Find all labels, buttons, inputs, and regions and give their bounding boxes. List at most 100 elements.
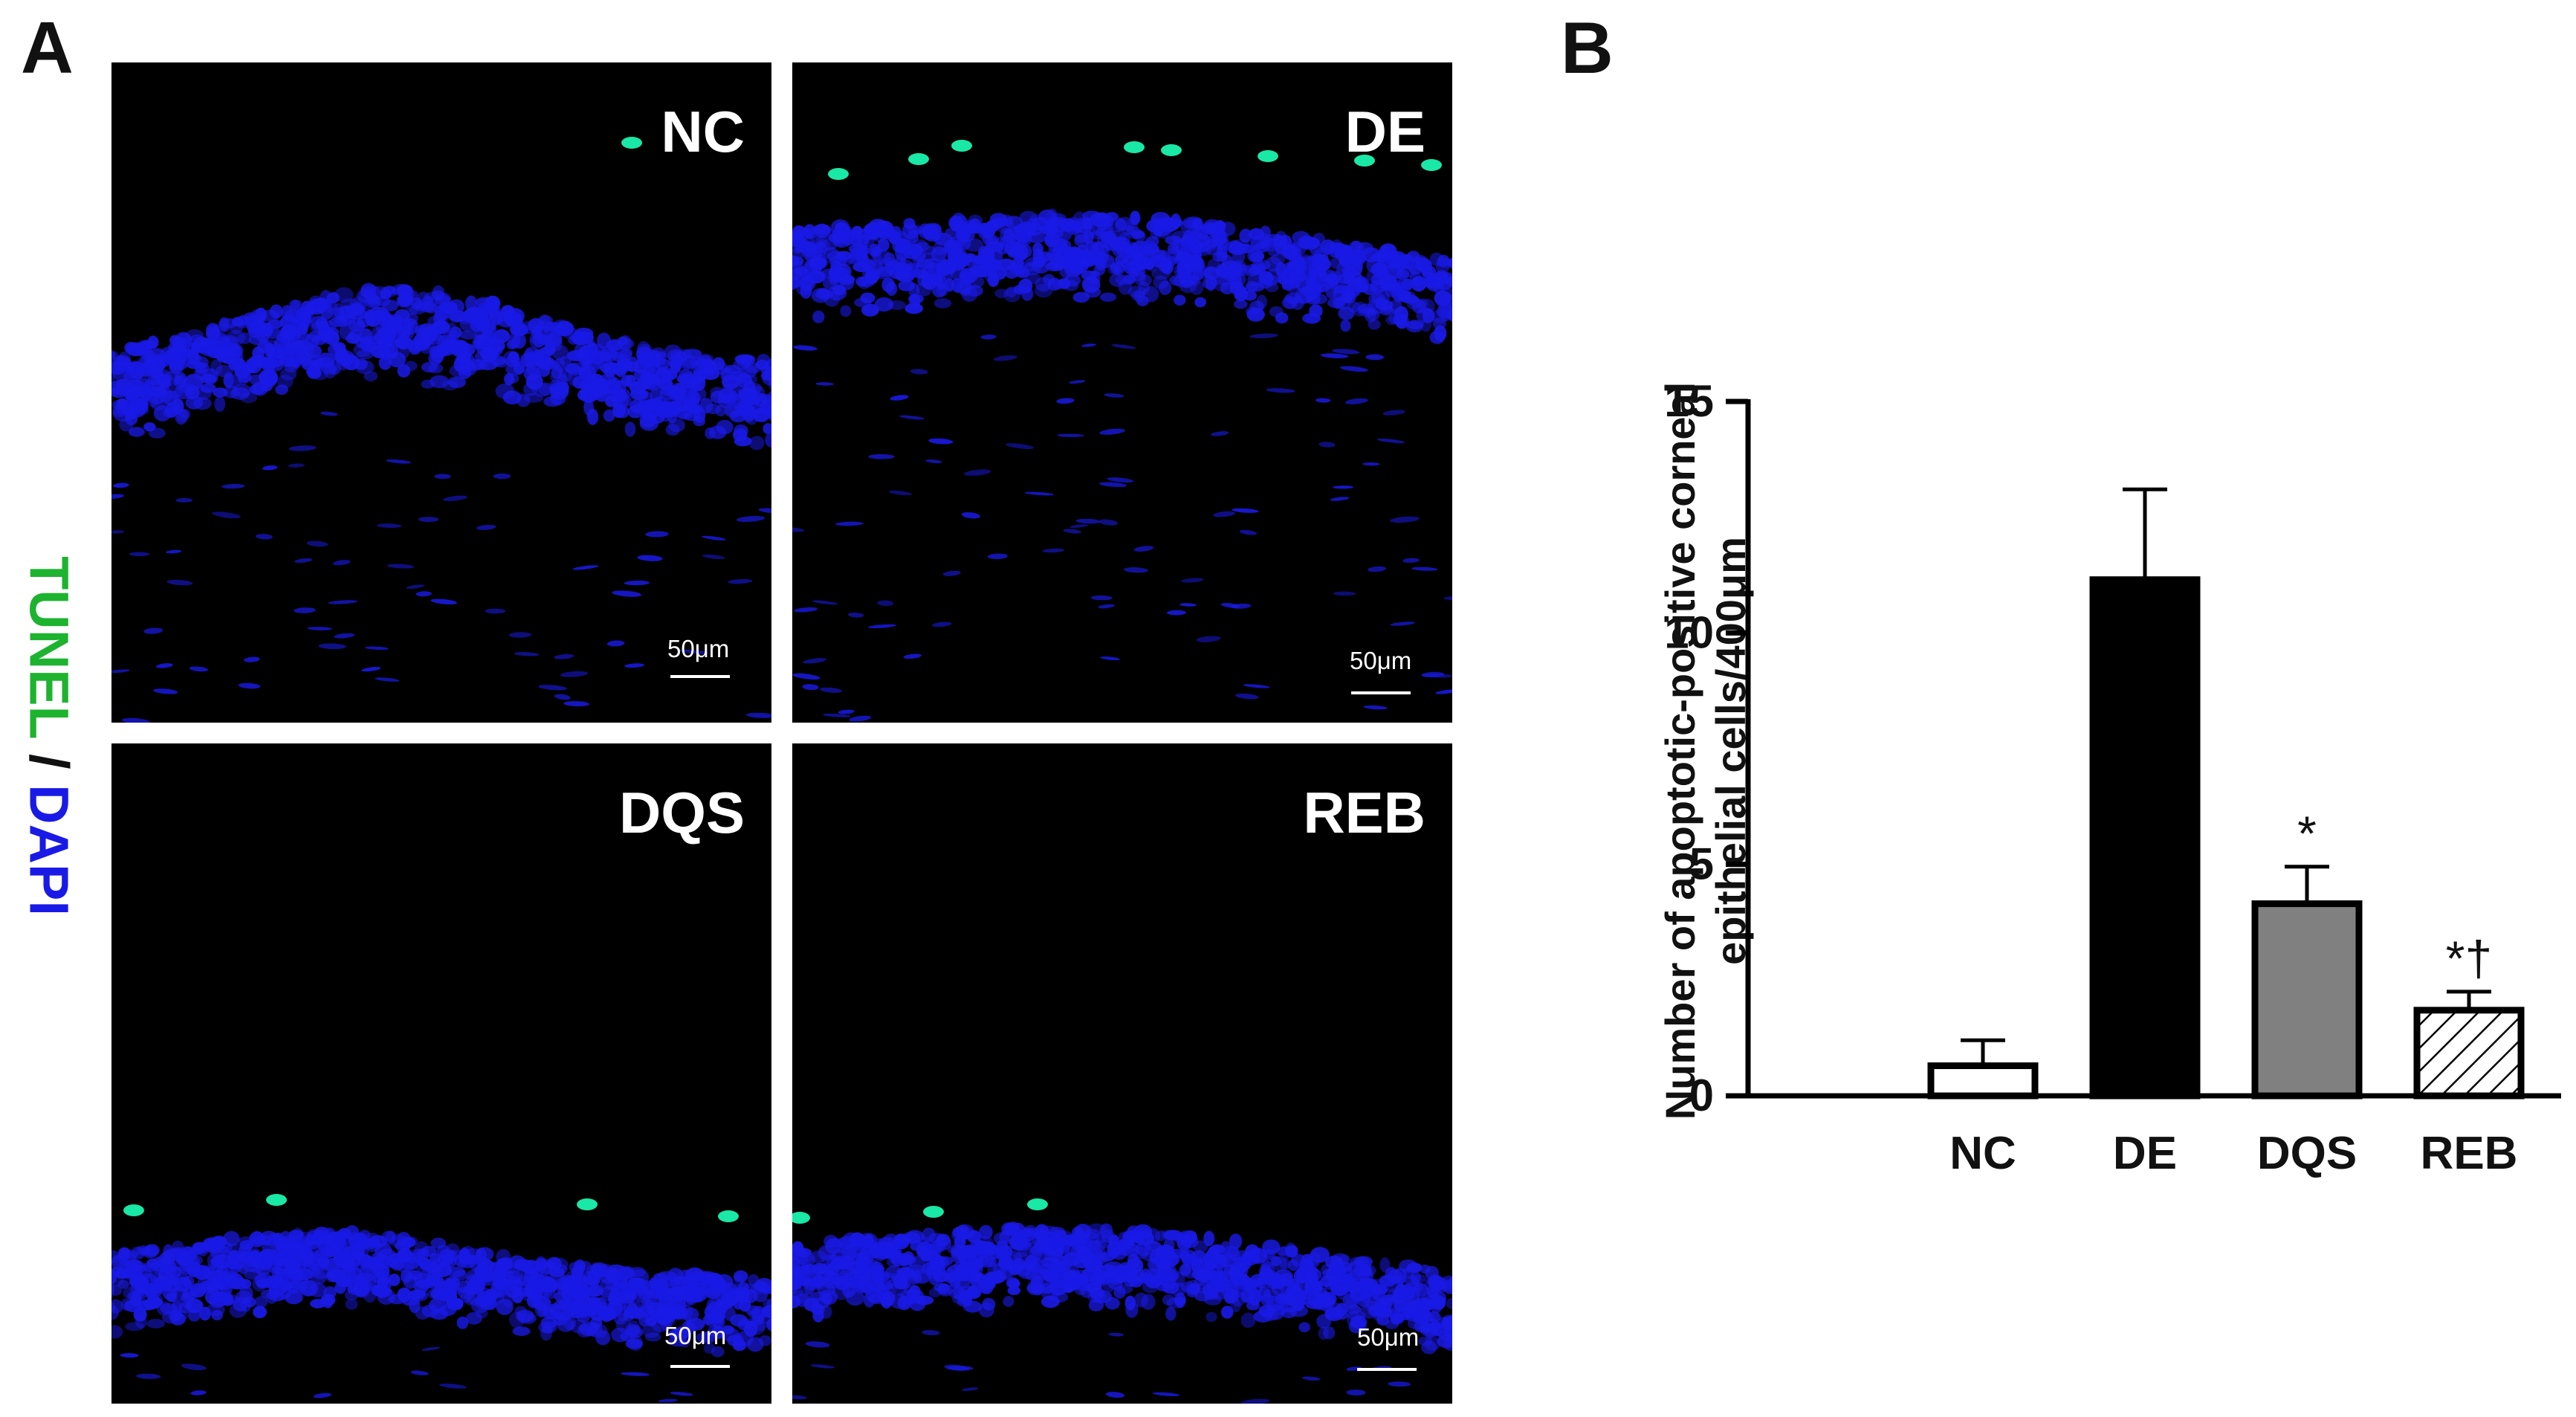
epithelial-nucleus [1109, 273, 1126, 287]
epithelial-nucleus [957, 1250, 970, 1262]
stromal-nucleus [1099, 482, 1127, 488]
epithelial-nucleus [1019, 210, 1038, 226]
epithelial-nucleus [964, 238, 984, 252]
epithelial-nucleus [696, 1332, 714, 1343]
epithelial-nucleus [730, 1314, 748, 1327]
stromal-nucleus [1100, 656, 1120, 661]
epithelial-nucleus [364, 312, 378, 321]
stromal-nucleus [736, 515, 766, 523]
epithelial-nucleus [213, 387, 228, 398]
stromal-nucleus [430, 598, 458, 605]
epithelial-nucleus [1130, 210, 1141, 225]
bar-dqs [2251, 900, 2363, 1100]
epithelial-nucleus [1411, 254, 1429, 271]
epithelial-nucleus [1123, 1231, 1136, 1247]
epithelial-nucleus [111, 1250, 120, 1264]
epithelial-nucleus [980, 1241, 995, 1253]
epithelial-nucleus [529, 335, 545, 349]
epithelial-nucleus [1206, 238, 1217, 248]
epithelial-nucleus [1182, 247, 1201, 263]
epithelial-nucleus [1169, 275, 1185, 286]
epithelial-nucleus [143, 422, 156, 432]
epithelial-nucleus [1364, 308, 1376, 323]
epithelial-nucleus [1279, 1259, 1291, 1270]
x-tick-label: REB [2421, 1128, 2518, 1179]
epithelial-nucleus [346, 1267, 364, 1282]
stromal-nucleus [658, 1398, 678, 1403]
epithelial-nucleus [1352, 254, 1366, 266]
epithelial-nucleus [517, 393, 531, 407]
epithelial-nucleus [885, 257, 896, 273]
epithelial-nucleus [355, 360, 375, 375]
epithelial-nucleus [816, 239, 830, 254]
epithelial-nucleus [1420, 1326, 1439, 1337]
scale-bar-label: 50μm [667, 635, 730, 662]
epithelial-nucleus [647, 1302, 666, 1317]
epithelial-nucleus [1330, 1284, 1349, 1297]
epithelial-nucleus [344, 1290, 359, 1300]
epithelial-nucleus [811, 235, 825, 248]
epithelial-nucleus [146, 1319, 165, 1329]
epithelial-nucleus [623, 1307, 641, 1319]
stromal-nucleus [255, 534, 273, 540]
epithelial-nucleus [1240, 1312, 1256, 1329]
epithelial-nucleus [547, 360, 560, 370]
stromal-nucleus [942, 570, 961, 576]
stromal-nucleus [493, 473, 511, 480]
y-tick-label: 5 [1689, 839, 1714, 889]
epithelial-nucleus [903, 218, 916, 229]
epithelial-nucleus [1440, 1275, 1452, 1292]
epithelial-nucleus [1366, 268, 1383, 284]
epithelial-nucleus [1063, 1270, 1078, 1281]
epithelial-nucleus [540, 1326, 552, 1341]
micrograph-label: DQS [618, 780, 745, 845]
epithelial-nucleus [615, 405, 630, 419]
epithelial-nucleus [1260, 237, 1279, 252]
epithelial-nucleus [1396, 269, 1410, 280]
stromal-nucleus [1333, 591, 1356, 596]
epithelial-nucleus [765, 407, 771, 419]
epithelial-nucleus [1369, 1285, 1383, 1295]
epithelial-nucleus [944, 278, 955, 292]
stromal-nucleus [190, 1390, 207, 1395]
stromal-nucleus [328, 600, 358, 604]
epithelial-nucleus [640, 407, 659, 419]
epithelial-nucleus [947, 1264, 966, 1277]
epithelial-nucleus [751, 393, 768, 407]
epithelial-nucleus [1100, 292, 1116, 302]
epithelial-nucleus [124, 341, 138, 354]
stromal-nucleus [1333, 485, 1353, 489]
epithelial-nucleus [796, 284, 812, 296]
epithelial-nucleus [965, 285, 983, 297]
epithelial-nucleus [1058, 278, 1071, 290]
tunel-positive-cell [1421, 159, 1442, 171]
stromal-nucleus [792, 527, 805, 532]
epithelial-nucleus [540, 1317, 557, 1329]
epithelial-nucleus [1194, 258, 1205, 271]
epithelial-nucleus [230, 321, 243, 335]
epithelial-nucleus [1284, 268, 1298, 285]
dapi-legend-label: DAPI [18, 784, 80, 916]
epithelial-nucleus [369, 1268, 386, 1284]
stromal-nucleus [1081, 343, 1096, 347]
epithelial-nucleus [1340, 319, 1351, 332]
tunel-positive-cell [123, 1204, 144, 1216]
epithelial-nucleus [1300, 236, 1320, 251]
stromal-nucleus [1390, 622, 1416, 626]
stromal-nucleus [262, 465, 278, 471]
epithelial-nucleus [1194, 297, 1207, 308]
epithelial-nucleus [806, 270, 826, 282]
epithelial-nucleus [210, 1256, 225, 1267]
epithelial-nucleus [334, 287, 354, 303]
epithelial-nucleus [980, 222, 996, 238]
stromal-nucleus [377, 523, 402, 529]
stromal-nucleus [1240, 1398, 1270, 1404]
epithelial-nucleus [326, 1271, 339, 1282]
epithelial-nucleus [430, 375, 450, 389]
stromal-nucleus [212, 511, 241, 519]
epithelial-nucleus [603, 364, 616, 378]
epithelial-nucleus [1155, 1250, 1175, 1262]
tunel-positive-cell [1161, 144, 1182, 156]
epithelial-nucleus [1301, 255, 1318, 265]
epithelial-nucleus [1340, 246, 1352, 258]
